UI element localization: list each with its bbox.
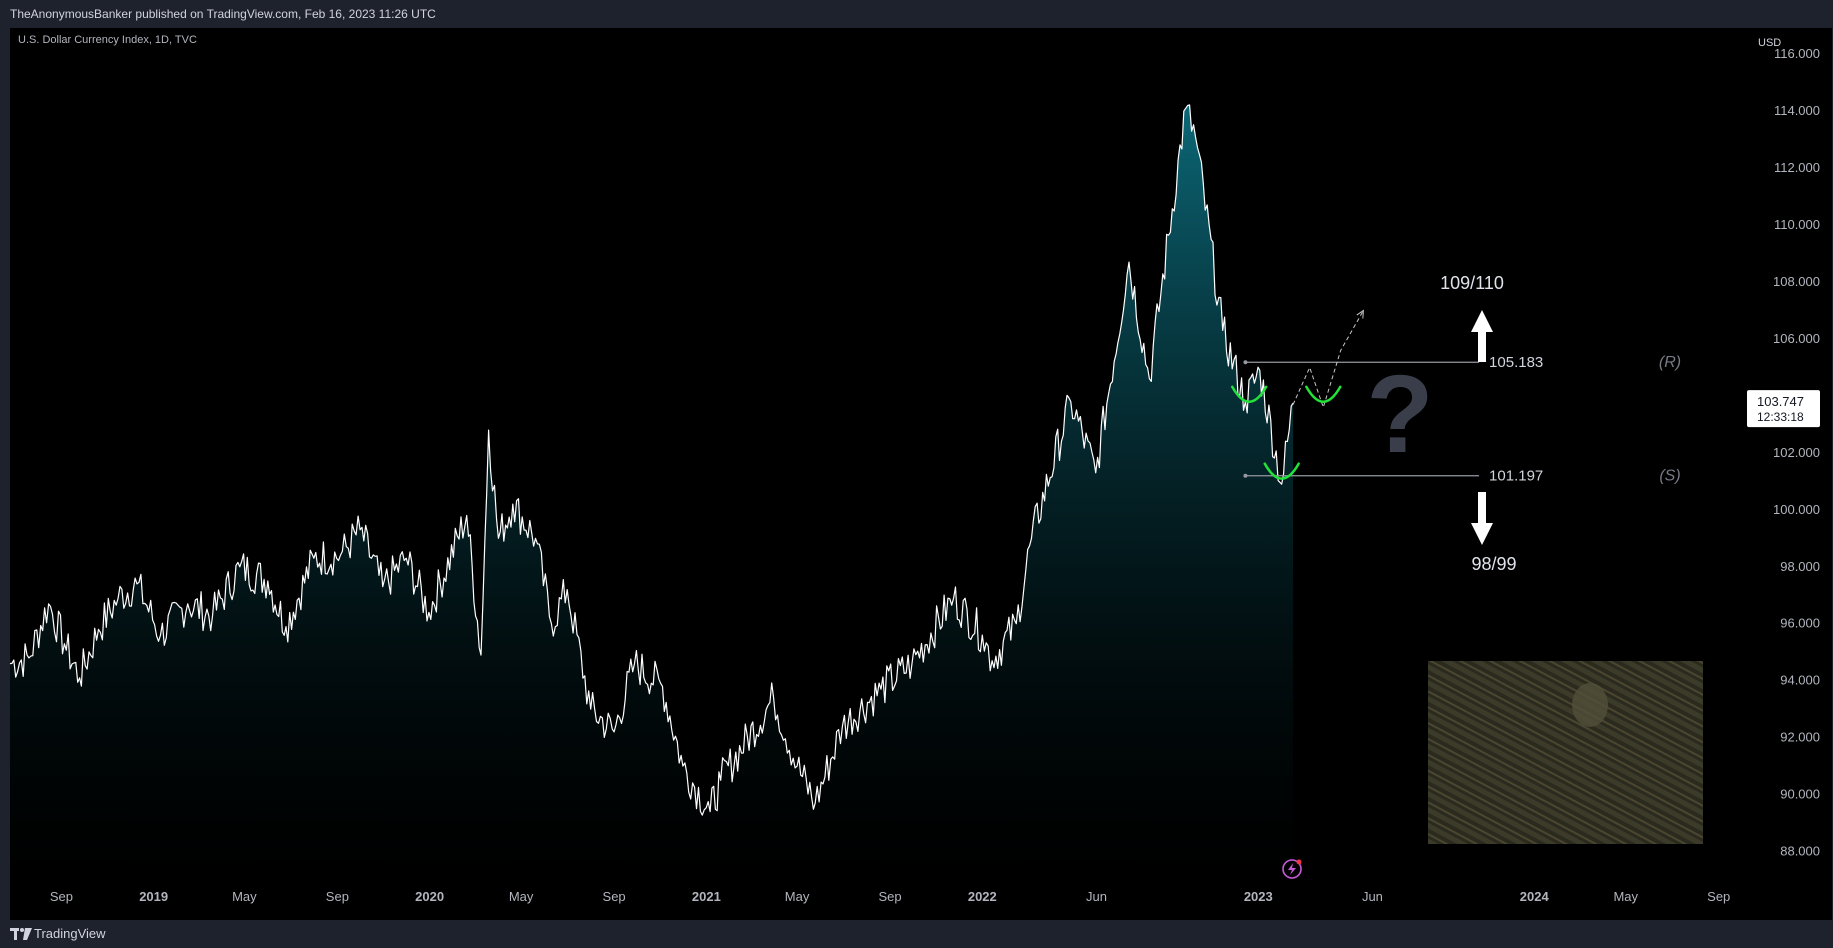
projection-arrowhead <box>1356 309 1364 319</box>
x-tick-label: May <box>785 889 810 904</box>
x-tick-label: Jun <box>1362 889 1383 904</box>
money-portrait-icon <box>1572 683 1608 727</box>
footer-bar: TradingView <box>0 920 1833 948</box>
price-area-fill <box>10 104 1294 880</box>
x-tick-label: Jun <box>1086 889 1107 904</box>
question-mark-annotation: ? <box>1366 353 1433 476</box>
pattern-marker <box>1263 462 1300 480</box>
tradingview-logo-icon[interactable] <box>10 928 32 940</box>
x-tick-label: 2023 <box>1244 889 1273 904</box>
y-tick-label: 106.000 <box>1773 331 1820 346</box>
x-tick-label: 2020 <box>415 889 444 904</box>
y-tick-label: 100.000 <box>1773 502 1820 517</box>
level-anchor-point <box>1243 360 1248 365</box>
arrow-up-icon <box>1471 310 1493 362</box>
x-tick-label: Sep <box>50 889 73 904</box>
event-dot <box>1296 859 1302 865</box>
y-tick-label: 112.000 <box>1774 160 1820 175</box>
x-tick-label: 2024 <box>1520 889 1550 904</box>
level-value-label: 101.197 <box>1489 468 1543 485</box>
tradingview-brand-label[interactable]: TradingView <box>34 926 106 941</box>
x-tick-label: Sep <box>326 889 349 904</box>
target-up-label: 109/110 <box>1440 273 1504 293</box>
y-axis-unit-label: USD <box>1758 37 1781 49</box>
lightning-glyph-icon <box>1288 863 1296 875</box>
bar-countdown: 12:33:18 <box>1757 410 1804 424</box>
y-tick-label: 114.000 <box>1774 103 1820 118</box>
x-tick-label: Sep <box>603 889 626 904</box>
y-tick-label: 96.000 <box>1780 616 1820 631</box>
target-down-label: 98/99 <box>1471 554 1516 574</box>
y-tick-label: 98.000 <box>1780 559 1820 574</box>
y-tick-label: 88.000 <box>1780 844 1820 859</box>
projection-path <box>1292 310 1364 409</box>
level-tag-label: (R) <box>1659 354 1681 371</box>
symbol-title: U.S. Dollar Currency Index, 1D, TVC <box>18 34 197 46</box>
price-line <box>9 104 1294 816</box>
y-tick-label: 90.000 <box>1780 787 1820 802</box>
pattern-marker <box>1305 385 1342 404</box>
y-tick-label: 110.000 <box>1774 217 1820 232</box>
last-price-value: 103.747 <box>1757 394 1804 409</box>
publisher-bar: TheAnonymousBanker published on TradingV… <box>0 0 1833 28</box>
x-tick-label: May <box>232 889 257 904</box>
x-tick-label: 2021 <box>692 889 721 904</box>
arrow-down-icon <box>1471 492 1493 545</box>
x-tick-label: 2022 <box>968 889 997 904</box>
level-value-label: 105.183 <box>1489 354 1543 371</box>
y-tick-label: 116.000 <box>1774 46 1820 61</box>
x-tick-label: May <box>509 889 534 904</box>
level-tag-label: (S) <box>1659 468 1680 485</box>
level-anchor-point <box>1243 473 1248 478</box>
publisher-text: TheAnonymousBanker published on TradingV… <box>10 7 436 21</box>
y-tick-label: 102.000 <box>1773 445 1820 460</box>
money-image <box>1428 661 1703 844</box>
last-price-badge <box>1747 390 1820 428</box>
y-tick-label: 108.000 <box>1773 274 1820 289</box>
pattern-marker <box>1230 385 1268 404</box>
x-tick-label: 2019 <box>139 889 168 904</box>
event-lightning-icon <box>1282 859 1302 879</box>
x-tick-label: May <box>1613 889 1638 904</box>
x-tick-label: Sep <box>879 889 902 904</box>
y-tick-label: 94.000 <box>1780 673 1820 688</box>
x-tick-label: Sep <box>1707 889 1730 904</box>
y-tick-label: 92.000 <box>1780 730 1820 745</box>
